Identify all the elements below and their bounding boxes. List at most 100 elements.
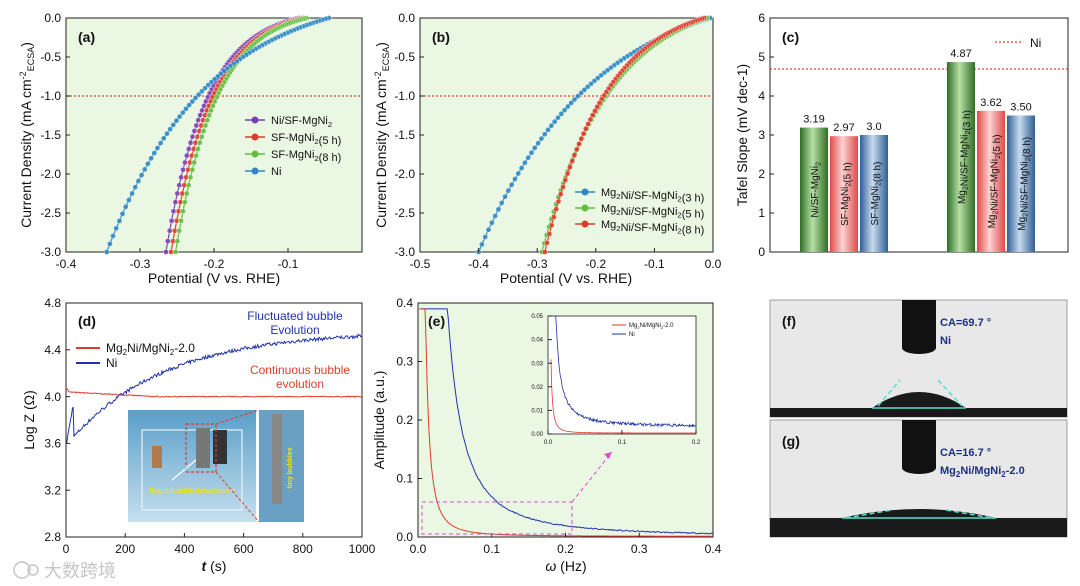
data-point (141, 166, 148, 173)
panel-label: (c) (782, 29, 799, 45)
data-point (482, 234, 489, 240)
data-point (160, 135, 167, 142)
panel-c: Ni 3.19 Ni/SF-MgNi2 2.97 SF-MgNi2(5 h) 3.0 SF… (734, 11, 1069, 259)
tangent-right (937, 379, 963, 407)
data-point (176, 182, 183, 188)
data-point (180, 109, 186, 116)
legend-label: Mg2Ni/SF-MgNi2(3 h) (957, 110, 973, 204)
substrate (770, 408, 1067, 417)
bar-value-label: 3.62 (980, 97, 1001, 109)
panel-label: (g) (782, 433, 800, 449)
data-point (174, 238, 181, 244)
legend-label: Mg2Ni/SF-MgNi2(5 h) (601, 203, 704, 221)
y-tick-label: 0.01 (531, 409, 543, 415)
series-line (65, 387, 362, 398)
y-tick-label: 0 (758, 245, 765, 259)
tangent-left (877, 379, 901, 407)
data-point (535, 140, 541, 146)
watermark-logo-icon (13, 561, 31, 579)
panel-a: -0.4 -0.3 -0.2 -0.1 0.0 -0.5 -1.0 -1.5 -2.0 -2.5 -… (18, 11, 363, 286)
data-point (138, 172, 145, 178)
bar (860, 135, 888, 252)
bar-value-label: 2.97 (833, 122, 854, 134)
data-point (479, 241, 485, 248)
panel-f: (f) CA=69.7 ° Ni (769, 299, 1068, 418)
legend-label: Mg2Ni/SF-MgNi2(3 h) (601, 187, 704, 205)
y-tick-label: 2 (758, 167, 765, 181)
legend-label: Mg2Ni/SF-MgNi2(5 h) (987, 134, 1003, 228)
y-tick-label: 1 (758, 206, 765, 220)
y-tick-label: 2.8 (44, 530, 61, 544)
x-tick-label: -0.3 (130, 257, 151, 271)
substrate (770, 518, 1067, 537)
x-axis-label: Potential (V vs. RHE) (500, 270, 632, 286)
data-point (189, 166, 196, 173)
y-tick-label: 4 (758, 89, 765, 103)
x-axis-label: ω (Hz) (545, 558, 586, 574)
data-point (195, 146, 201, 152)
data-point (498, 200, 505, 206)
data-point (122, 203, 129, 210)
legend-label: SF-MgNi2(8 h) (870, 162, 884, 226)
data-point (558, 111, 565, 117)
y-tick-label: -0.5 (394, 50, 415, 64)
data-point (185, 146, 192, 152)
data-point (163, 249, 169, 255)
data-point (589, 112, 596, 118)
needle-tip (902, 462, 936, 474)
y-tick-label: -1.0 (40, 89, 61, 103)
data-point (185, 182, 192, 188)
droplet (872, 392, 966, 408)
y-tick-label: -2.5 (394, 206, 415, 220)
data-point (569, 158, 575, 164)
y-tick-label: -1.5 (394, 128, 415, 142)
data-point (542, 249, 548, 255)
data-point (151, 150, 158, 156)
series-line (419, 308, 713, 537)
y-tick-label: 4.0 (44, 390, 61, 404)
data-point (193, 122, 200, 129)
data-point (176, 227, 183, 234)
data-point (561, 107, 568, 113)
legend-label: SF-MgNi2(5 h) (840, 162, 854, 226)
x-tick-label: 1000 (349, 542, 376, 556)
data-point (129, 190, 135, 197)
data-point (551, 214, 557, 220)
x-tick-label: 0.0 (544, 440, 553, 446)
data-point (528, 149, 535, 156)
data-point (195, 117, 202, 124)
panel-label: (a) (78, 29, 95, 45)
data-point (197, 112, 203, 118)
bar-value-label: 3.19 (803, 114, 824, 126)
sample-name: Ni (940, 335, 951, 347)
y-tick-label: 0.0 (44, 11, 61, 25)
data-point (571, 96, 578, 103)
data-point (551, 118, 558, 125)
data-point (189, 98, 196, 105)
data-point (173, 117, 180, 124)
data-point (154, 145, 161, 151)
data-point (170, 122, 177, 128)
x-axis-label: t (s) (202, 558, 227, 574)
legend-label-mg2ni: Mg2Ni/MgNi2-2.0 (106, 341, 195, 357)
data-point (546, 231, 553, 237)
legend-marker (251, 150, 259, 158)
x-tick-label: 200 (115, 542, 135, 556)
zoom-arrow (571, 451, 613, 503)
inset-series-line (550, 359, 697, 434)
watermark-text: 大数跨境 (44, 561, 116, 581)
data-point (576, 141, 582, 147)
x-tick-label: 0.1 (618, 440, 627, 446)
panel-label: (d) (78, 313, 96, 329)
y-tick-label: 0.03 (531, 361, 543, 367)
data-point (502, 193, 508, 200)
contact-angle-value: CA=16.7 ° (940, 447, 991, 459)
y-tick-label: 0.0 (396, 530, 413, 544)
data-point (544, 239, 550, 246)
data-point (565, 103, 571, 110)
data-point (573, 146, 580, 153)
data-point (508, 181, 515, 188)
y-tick-label: 4.4 (44, 343, 61, 357)
y-tick-label: -0.5 (40, 50, 61, 64)
data-point (107, 241, 113, 247)
